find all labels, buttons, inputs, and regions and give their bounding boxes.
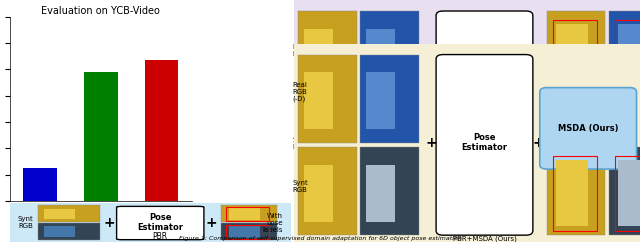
Text: Synt
RGB: Synt RGB xyxy=(292,137,308,150)
FancyBboxPatch shape xyxy=(547,147,605,235)
FancyBboxPatch shape xyxy=(298,104,356,192)
FancyBboxPatch shape xyxy=(221,223,277,240)
Text: +: + xyxy=(532,92,544,106)
FancyBboxPatch shape xyxy=(360,54,419,143)
Bar xyxy=(145,60,179,242)
Text: +: + xyxy=(532,136,544,150)
Text: +: + xyxy=(425,136,436,150)
Text: Synt
RGB: Synt RGB xyxy=(292,180,308,193)
Text: PBR: PBR xyxy=(153,232,168,241)
FancyBboxPatch shape xyxy=(298,147,356,235)
FancyBboxPatch shape xyxy=(360,104,419,192)
FancyBboxPatch shape xyxy=(116,206,204,240)
FancyBboxPatch shape xyxy=(304,29,333,86)
Text: With
pose
labels: With pose labels xyxy=(262,213,283,233)
FancyBboxPatch shape xyxy=(360,147,419,235)
FancyBboxPatch shape xyxy=(44,209,75,219)
FancyBboxPatch shape xyxy=(540,88,637,169)
FancyBboxPatch shape xyxy=(304,72,333,129)
Title: Evaluation on YCB-Video: Evaluation on YCB-Video xyxy=(42,6,160,16)
FancyBboxPatch shape xyxy=(436,11,533,192)
Text: PBR+MSDA (Ours): PBR+MSDA (Ours) xyxy=(452,235,516,242)
Text: MSDA (Ours): MSDA (Ours) xyxy=(558,124,618,133)
FancyBboxPatch shape xyxy=(618,117,640,183)
Text: Real
RGB: Real RGB xyxy=(292,44,308,57)
FancyBboxPatch shape xyxy=(304,165,333,222)
FancyBboxPatch shape xyxy=(366,72,396,129)
FancyBboxPatch shape xyxy=(38,223,100,240)
FancyBboxPatch shape xyxy=(291,0,640,222)
Text: +: + xyxy=(104,216,115,230)
Bar xyxy=(84,72,118,242)
FancyBboxPatch shape xyxy=(7,203,294,242)
FancyBboxPatch shape xyxy=(44,226,75,237)
FancyBboxPatch shape xyxy=(547,104,605,192)
FancyBboxPatch shape xyxy=(609,147,640,235)
Text: Pose
Estimator: Pose Estimator xyxy=(461,89,508,109)
Text: Real
RGB
(-D): Real RGB (-D) xyxy=(292,82,308,102)
FancyBboxPatch shape xyxy=(547,11,605,99)
FancyBboxPatch shape xyxy=(291,41,640,242)
FancyBboxPatch shape xyxy=(304,121,333,178)
Text: Synt
RGB: Synt RGB xyxy=(18,216,33,229)
Text: Figure 1: Comparison of self-supervised domain adaptation for 6D object pose est: Figure 1: Comparison of self-supervised … xyxy=(179,236,461,241)
Text: Pose
Estimator: Pose Estimator xyxy=(137,213,183,232)
FancyBboxPatch shape xyxy=(38,205,100,222)
Text: +: + xyxy=(205,216,217,230)
FancyBboxPatch shape xyxy=(366,165,396,222)
FancyBboxPatch shape xyxy=(366,121,396,178)
Text: Pose
Estimator: Pose Estimator xyxy=(461,133,508,152)
FancyBboxPatch shape xyxy=(229,226,260,238)
FancyBboxPatch shape xyxy=(618,24,640,90)
FancyBboxPatch shape xyxy=(366,29,396,86)
FancyBboxPatch shape xyxy=(609,11,640,99)
FancyBboxPatch shape xyxy=(556,117,588,183)
FancyBboxPatch shape xyxy=(221,205,277,222)
FancyBboxPatch shape xyxy=(298,11,356,99)
FancyBboxPatch shape xyxy=(436,54,533,235)
FancyBboxPatch shape xyxy=(360,11,419,99)
FancyBboxPatch shape xyxy=(609,104,640,192)
FancyBboxPatch shape xyxy=(556,160,588,226)
FancyBboxPatch shape xyxy=(298,54,356,143)
Bar xyxy=(23,168,57,242)
FancyBboxPatch shape xyxy=(618,160,640,226)
Text: +: + xyxy=(425,92,436,106)
Text: PBR+GT: PBR+GT xyxy=(468,192,500,201)
FancyBboxPatch shape xyxy=(556,24,588,90)
FancyBboxPatch shape xyxy=(229,208,260,220)
